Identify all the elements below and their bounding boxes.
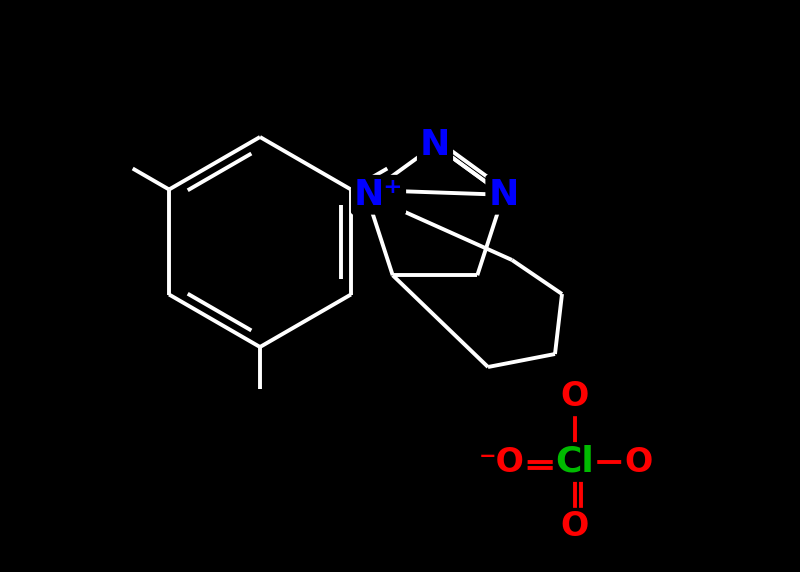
Text: O: O: [624, 446, 652, 479]
Text: Cl: Cl: [556, 445, 594, 479]
Text: N: N: [420, 128, 450, 162]
Text: ⁻O: ⁻O: [479, 446, 525, 479]
Text: N⁺: N⁺: [354, 178, 403, 212]
Text: O: O: [561, 380, 589, 414]
Text: O: O: [561, 510, 589, 543]
Text: N: N: [488, 178, 518, 212]
